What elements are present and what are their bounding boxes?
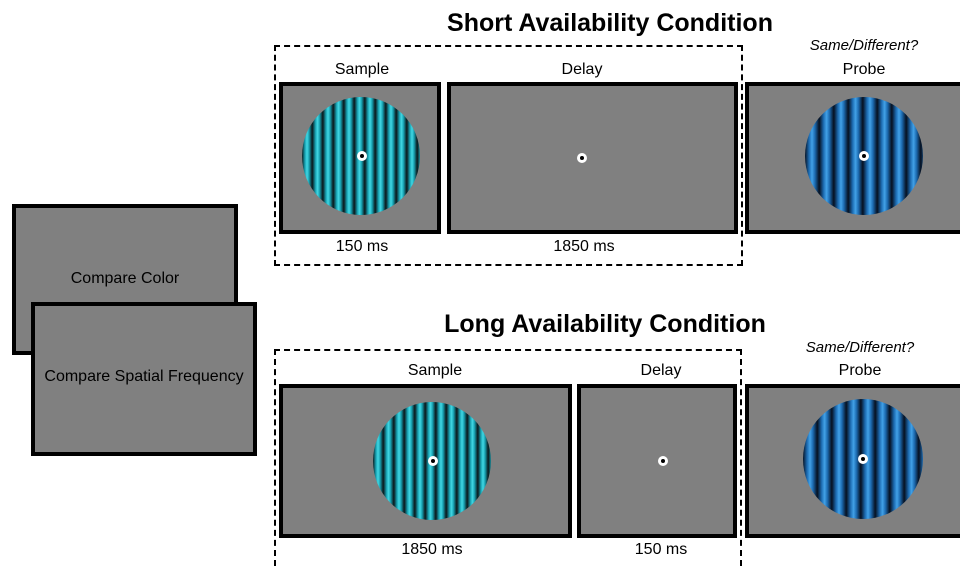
long-sample-duration: 1850 ms: [401, 541, 463, 558]
cue-card-compare-color-label: Compare Color: [70, 270, 180, 287]
cue-card-compare-spatial-frequency-label: Compare Spatial Frequency: [44, 368, 244, 385]
long-delay-label: Delay: [640, 362, 682, 379]
long-delay-fixation: [658, 456, 668, 466]
short-sample-duration: 150 ms: [335, 238, 389, 255]
long-condition-memory-box: [274, 349, 742, 566]
short-condition-title: Short Availability Condition: [447, 9, 773, 37]
short-response-prompt: Same/Different?: [809, 37, 919, 54]
short-delay-label: Delay: [561, 61, 603, 78]
long-sample-fixation: [428, 456, 438, 466]
long-delay-screen: [577, 384, 737, 538]
short-probe-label: Probe: [842, 61, 886, 78]
short-sample-fixation: [357, 151, 367, 161]
long-delay-duration: 150 ms: [634, 541, 688, 558]
long-sample-label: Sample: [407, 362, 463, 379]
short-delay-fixation: [577, 153, 587, 163]
short-condition-memory-box: [274, 45, 743, 266]
long-condition-title: Long Availability Condition: [444, 310, 766, 338]
long-probe-fixation: [858, 454, 868, 464]
short-probe-fixation: [859, 151, 869, 161]
short-delay-screen: [447, 82, 738, 234]
short-delay-duration: 1850 ms: [553, 238, 615, 255]
long-probe-label: Probe: [838, 362, 882, 379]
cue-card-compare-spatial-frequency: Compare Spatial Frequency: [31, 302, 257, 456]
short-sample-label: Sample: [334, 61, 390, 78]
long-response-prompt: Same/Different?: [805, 339, 915, 356]
